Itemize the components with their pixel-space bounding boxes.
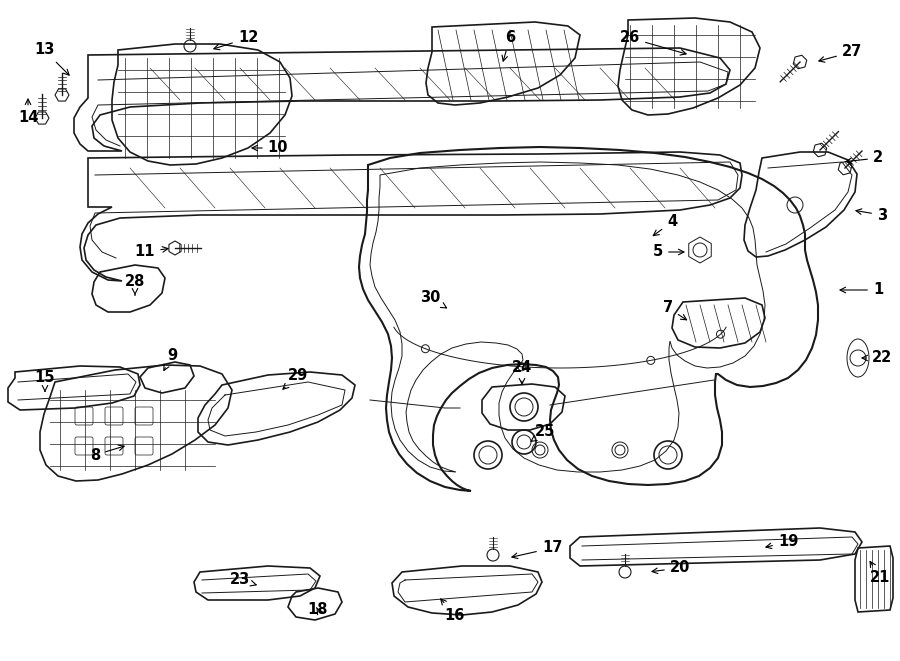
Text: 12: 12	[214, 30, 258, 50]
Text: 22: 22	[862, 350, 892, 366]
Text: 4: 4	[653, 215, 677, 235]
Text: 30: 30	[419, 290, 446, 308]
Text: 16: 16	[441, 599, 465, 623]
Text: 6: 6	[502, 30, 515, 61]
Text: 1: 1	[840, 282, 883, 297]
Text: 20: 20	[652, 561, 690, 576]
Text: 8: 8	[90, 445, 124, 463]
Text: 10: 10	[252, 141, 288, 155]
Text: 7: 7	[663, 301, 687, 320]
Text: 23: 23	[230, 572, 256, 588]
Text: 17: 17	[512, 541, 562, 559]
Text: 13: 13	[34, 42, 69, 75]
Text: 9: 9	[164, 348, 177, 370]
Text: 28: 28	[125, 274, 145, 295]
Text: 26: 26	[620, 30, 686, 55]
Text: 19: 19	[766, 535, 798, 549]
Text: 18: 18	[308, 602, 328, 617]
Text: 24: 24	[512, 360, 532, 384]
Text: 27: 27	[819, 44, 862, 62]
Text: 21: 21	[869, 561, 890, 586]
Text: 2: 2	[846, 151, 883, 165]
Text: 3: 3	[856, 208, 887, 223]
Text: 11: 11	[135, 245, 168, 260]
Text: 29: 29	[283, 368, 308, 389]
Text: 25: 25	[531, 424, 555, 442]
Text: 5: 5	[652, 245, 684, 260]
Text: 15: 15	[35, 371, 55, 391]
Text: 14: 14	[18, 99, 38, 126]
